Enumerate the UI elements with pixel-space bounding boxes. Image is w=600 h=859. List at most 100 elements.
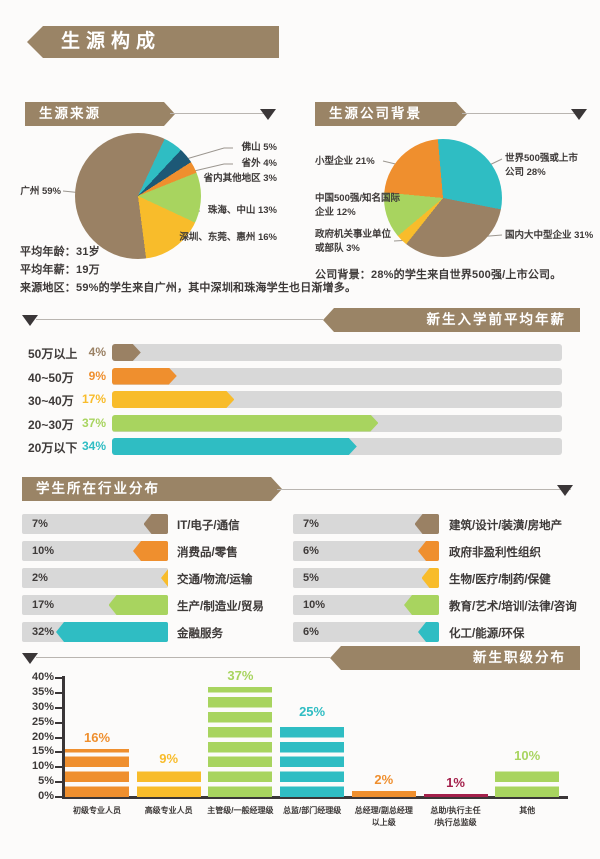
industry-row-label: 消费品/零售 <box>177 547 238 559</box>
position-bar-value: 37% <box>227 667 254 683</box>
industry-row-bar <box>418 622 439 642</box>
industry-row-value: 10% <box>303 599 326 611</box>
pie-slice-label-佛山: 佛山 5% <box>241 142 277 153</box>
page-title: 生源构成 <box>61 31 162 52</box>
triangle-down-icon <box>260 109 276 120</box>
section-header-company-label: 生源公司背景 <box>329 106 422 121</box>
salary-row-value: 9% <box>88 368 106 383</box>
industry-row-label: IT/电子/通信 <box>177 520 240 532</box>
y-axis-tick-label: 40% <box>31 671 54 683</box>
industry-row-track: 17% <box>22 595 168 615</box>
x-axis-category-label: 初级专业人员 <box>73 806 121 815</box>
salary-row-value: 37% <box>81 415 106 430</box>
industry-row-label: 交通/物流/运输 <box>177 574 253 586</box>
position-bar-value: 1% <box>446 775 465 790</box>
industry-row-label: 化工/能源/环保 <box>449 628 525 640</box>
position-bar <box>495 767 560 798</box>
industry-row-value: 5% <box>303 572 319 584</box>
y-axis-tick-label: 35% <box>31 685 54 698</box>
industry-row-track: 32% <box>22 622 168 642</box>
position-bar <box>351 791 416 797</box>
salary-row-track <box>112 367 562 385</box>
industry-row-track: 7% <box>22 514 168 534</box>
industry-row-track: 10% <box>22 541 168 561</box>
salary-row-track <box>112 391 562 408</box>
pie-slice-label-小型企业: 小型企业 21% <box>315 156 375 167</box>
y-axis-tick-label: 20% <box>31 730 54 743</box>
industry-row-value: 7% <box>303 518 319 530</box>
triangle-down-icon <box>557 485 573 496</box>
salary-row-value: 17% <box>81 392 106 406</box>
position-bar <box>280 722 345 797</box>
section-header-salary: 新生入学前平均年薪 <box>323 308 580 332</box>
section-header-company: 生源公司背景 <box>315 102 467 126</box>
y-axis-tick-label: 15% <box>31 745 54 758</box>
x-axis-category-label: 主管级/一般经理级 <box>207 806 274 815</box>
salary-row-label: 40~50万 <box>28 370 74 385</box>
position-bar <box>423 794 488 797</box>
industry-row-bar <box>418 541 439 561</box>
y-axis-tick-mark <box>55 706 62 709</box>
salary-row-value: 4% <box>88 345 106 359</box>
pie-slice-label-中国500强/知名国际企业: 中国500强/知名国际 企业 12% <box>315 193 400 218</box>
industry-row-value: 6% <box>303 626 319 638</box>
position-bar <box>136 770 201 797</box>
salary-row-bar <box>112 415 378 432</box>
industry-row-bar <box>404 595 439 615</box>
industry-row-track: 7% <box>293 514 439 534</box>
y-axis-tick-label: 30% <box>31 700 54 713</box>
industry-row-value: 32% <box>32 626 55 638</box>
industry-row-bar <box>56 622 168 642</box>
pie-slice-label-深圳、东莞、惠州: 深圳、东莞、惠州 16% <box>179 232 277 243</box>
industry-row-label: 生物/医疗/制药/保健 <box>449 574 551 586</box>
salary-row-label: 30~40万 <box>28 394 74 408</box>
pie-slice-label-省内其他地区: 省内其他地区 3% <box>203 173 277 184</box>
y-axis-tick-label: 25% <box>31 715 54 728</box>
pie-slice-label-世界500强或上市公司: 世界500强或上市 公司 28% <box>505 153 578 178</box>
y-axis-tick-mark <box>55 677 62 679</box>
salary-row-value: 34% <box>81 439 106 453</box>
salary-row-label: 20万以下 <box>28 441 78 455</box>
x-axis-line <box>62 796 568 799</box>
industry-row-value: 17% <box>32 599 55 611</box>
x-axis-category-label: 总助/执行主任 /执行总监级 <box>430 806 481 827</box>
x-axis-category-label: 总经理/副总经理 以上级 <box>354 806 413 827</box>
salary-row-bar <box>112 438 357 455</box>
section-header-source: 生源来源 <box>25 102 175 126</box>
industry-row-track: 2% <box>22 568 168 588</box>
x-axis-category-label: 总监/部门经理级 <box>282 806 342 815</box>
position-bar-value: 2% <box>374 772 394 787</box>
note-company-background: 公司背景：28%的学生来自世界500强/上市公司。 <box>315 269 562 281</box>
salary-row-track <box>112 344 562 361</box>
industry-row-label: 生产/制造业/贸易 <box>177 601 264 613</box>
note-source-region: 来源地区：59%的学生来自广州，其中深圳和珠海学生也日渐增多。 <box>20 282 357 294</box>
y-axis-tick-mark <box>55 766 62 769</box>
triangle-down-icon <box>571 109 587 120</box>
header-line <box>36 319 323 320</box>
position-bar <box>208 686 273 797</box>
industry-row-label: 教育/艺术/培训/法律/咨询 <box>449 601 577 613</box>
page-title-banner: 生源构成 <box>27 26 279 58</box>
pie-slice-label-省外: 省外 4% <box>241 158 277 169</box>
industry-row-label: 政府非盈利性组织 <box>449 547 541 559</box>
salary-row-label: 50万以上 <box>28 347 78 361</box>
industry-row-track: 10% <box>293 595 439 615</box>
industry-row-bar <box>108 595 168 615</box>
header-line <box>170 113 270 114</box>
salary-row-bar <box>112 391 234 408</box>
position-bar-value: 25% <box>299 703 326 719</box>
salary-row-bar <box>112 368 177 385</box>
industry-row-label: 金融服务 <box>177 628 223 640</box>
salary-row-track <box>112 414 562 432</box>
industry-row-value: 10% <box>32 545 55 557</box>
y-axis-tick-mark <box>55 691 62 694</box>
y-axis-tick-mark <box>55 781 62 784</box>
pie-slice-label-广州: 广州 59% <box>20 186 61 197</box>
y-axis-tick-label: 10% <box>31 760 54 773</box>
note-average-salary: 平均年薪：19万 <box>20 264 100 276</box>
triangle-down-icon <box>22 315 38 326</box>
pie-slice-label-珠海、中山: 珠海、中山 13% <box>207 205 277 216</box>
y-axis-tick-label: 0% <box>38 790 54 802</box>
section-header-position-label: 新生职级分布 <box>473 650 566 665</box>
